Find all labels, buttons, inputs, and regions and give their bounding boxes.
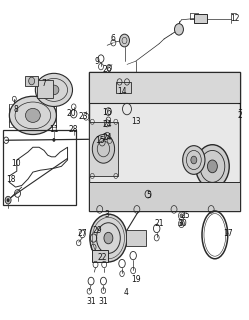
Text: 31: 31 (99, 297, 108, 306)
Circle shape (53, 138, 56, 142)
Bar (89, 122, 118, 176)
Circle shape (92, 134, 115, 163)
Text: 30: 30 (178, 219, 187, 228)
Circle shape (120, 34, 129, 47)
Bar (126, 230, 146, 246)
Text: 15: 15 (95, 136, 105, 145)
Text: 9: 9 (95, 57, 100, 66)
Circle shape (90, 214, 127, 262)
Text: 14: 14 (117, 87, 127, 96)
Text: 11: 11 (49, 125, 59, 134)
Text: 27: 27 (78, 229, 87, 238)
Ellipse shape (35, 73, 72, 107)
Text: 20: 20 (66, 109, 76, 118)
Text: 8: 8 (13, 105, 18, 114)
Circle shape (207, 160, 217, 173)
Circle shape (175, 24, 184, 35)
Text: 21: 21 (154, 219, 164, 228)
Bar (89, 72, 240, 211)
Bar (89, 72, 240, 103)
Text: 17: 17 (224, 229, 233, 238)
Bar (116, 82, 131, 93)
Text: 10: 10 (11, 159, 20, 168)
Text: 4: 4 (123, 288, 128, 297)
Circle shape (5, 196, 11, 204)
Bar (25, 76, 38, 86)
Text: 18: 18 (6, 175, 15, 184)
Text: 16: 16 (102, 108, 112, 117)
Text: 24: 24 (102, 133, 112, 142)
Text: 6: 6 (111, 35, 116, 44)
Text: 12: 12 (230, 14, 240, 23)
Text: 5: 5 (147, 190, 152, 200)
Text: 25: 25 (180, 211, 190, 220)
Bar (37, 80, 53, 98)
Text: 7: 7 (42, 79, 47, 88)
Text: 29: 29 (92, 226, 102, 235)
Bar (89, 182, 240, 211)
Text: 2: 2 (237, 111, 242, 120)
Text: 3: 3 (105, 210, 110, 219)
Ellipse shape (25, 108, 40, 123)
Ellipse shape (9, 96, 57, 134)
Circle shape (180, 222, 183, 226)
Text: 23: 23 (79, 113, 88, 122)
Bar (194, 14, 207, 23)
Circle shape (29, 77, 35, 85)
Text: 19: 19 (131, 275, 140, 284)
Circle shape (195, 145, 229, 188)
Circle shape (104, 232, 113, 244)
Text: 1: 1 (237, 103, 242, 112)
Bar (92, 250, 108, 262)
Text: 22: 22 (97, 253, 107, 262)
Text: 31: 31 (86, 297, 96, 306)
Text: 28: 28 (69, 125, 78, 134)
Text: 24: 24 (102, 120, 112, 130)
Circle shape (191, 156, 197, 164)
Circle shape (180, 214, 183, 218)
Bar (3, 130, 76, 204)
Text: 13: 13 (131, 117, 140, 126)
Text: 26: 26 (102, 65, 112, 74)
Circle shape (183, 146, 205, 174)
Ellipse shape (49, 85, 59, 95)
Circle shape (7, 198, 10, 202)
